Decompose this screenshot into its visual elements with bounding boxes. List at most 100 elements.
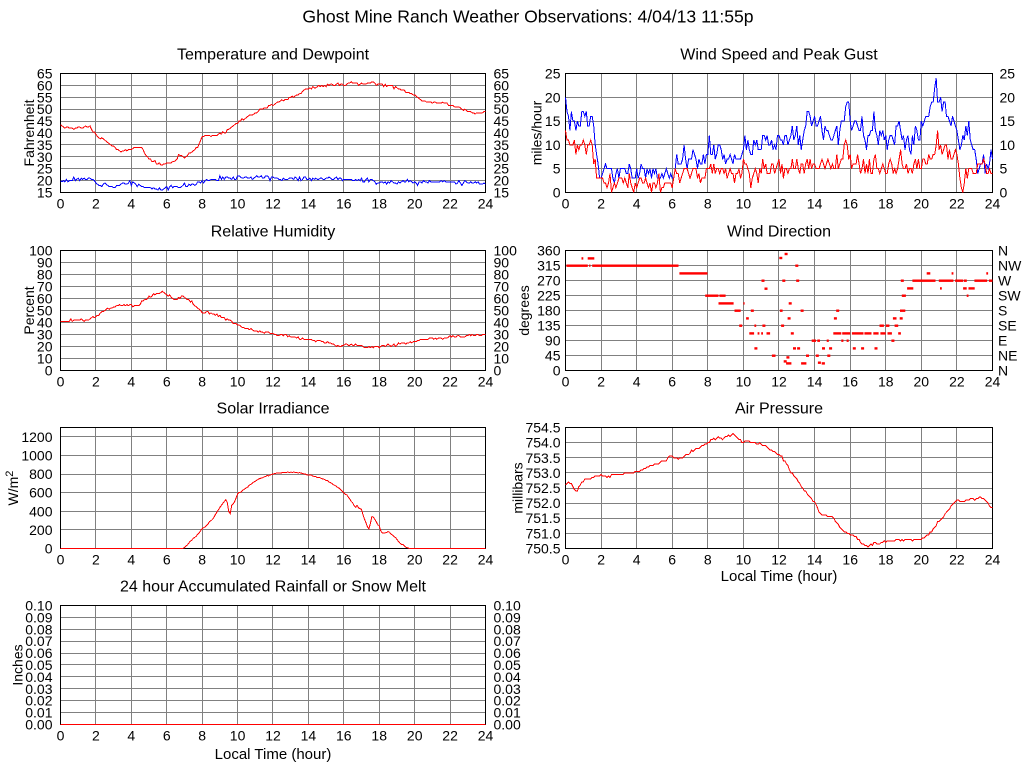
svg-text:SW: SW <box>998 288 1021 304</box>
svg-text:2: 2 <box>597 374 605 390</box>
svg-text:10: 10 <box>736 552 752 568</box>
svg-text:14: 14 <box>807 552 823 568</box>
svg-text:12: 12 <box>771 196 787 212</box>
svg-text:N: N <box>998 363 1008 379</box>
svg-text:24: 24 <box>985 196 1001 212</box>
svg-text:W/m2: W/m2 <box>4 471 21 506</box>
svg-text:135: 135 <box>537 318 561 334</box>
svg-text:0: 0 <box>562 374 570 390</box>
svg-text:W: W <box>998 273 1012 289</box>
svg-text:20: 20 <box>407 196 423 212</box>
svg-text:60: 60 <box>37 77 53 93</box>
svg-text:55: 55 <box>37 89 53 105</box>
svg-text:14: 14 <box>301 552 317 568</box>
svg-text:40: 40 <box>37 125 53 141</box>
svg-text:20: 20 <box>914 552 930 568</box>
svg-text:24: 24 <box>478 728 494 744</box>
svg-text:Solar Irradiance: Solar Irradiance <box>217 401 330 418</box>
svg-text:0: 0 <box>553 363 561 379</box>
svg-text:751.0: 751.0 <box>525 525 560 541</box>
svg-text:15: 15 <box>37 185 53 201</box>
svg-text:18: 18 <box>371 552 387 568</box>
svg-text:16: 16 <box>336 374 352 390</box>
svg-text:0: 0 <box>45 541 53 557</box>
svg-text:E: E <box>998 333 1007 349</box>
svg-text:Ghost Mine Ranch Weather Obser: Ghost Mine Ranch Weather Observations: 4… <box>302 7 753 27</box>
svg-text:6: 6 <box>668 374 676 390</box>
svg-text:2: 2 <box>92 374 100 390</box>
svg-text:22: 22 <box>949 552 965 568</box>
svg-text:10: 10 <box>545 137 561 153</box>
svg-text:0: 0 <box>553 185 561 201</box>
svg-text:18: 18 <box>371 196 387 212</box>
svg-text:30: 30 <box>37 149 53 165</box>
svg-text:22: 22 <box>949 196 965 212</box>
svg-text:20: 20 <box>545 89 561 105</box>
svg-text:0: 0 <box>494 363 502 379</box>
svg-text:N: N <box>998 243 1008 259</box>
svg-text:16: 16 <box>336 552 352 568</box>
svg-text:0: 0 <box>57 728 65 744</box>
svg-text:60: 60 <box>494 291 510 307</box>
svg-text:752.0: 752.0 <box>525 495 560 511</box>
svg-text:0.01: 0.01 <box>494 705 521 721</box>
svg-text:35: 35 <box>37 137 53 153</box>
svg-text:8: 8 <box>704 552 712 568</box>
svg-text:0.05: 0.05 <box>25 657 52 673</box>
svg-text:0.08: 0.08 <box>25 621 52 637</box>
svg-text:800: 800 <box>29 466 53 482</box>
svg-text:15: 15 <box>1000 113 1016 129</box>
svg-text:10: 10 <box>230 374 246 390</box>
svg-text:18: 18 <box>371 728 387 744</box>
svg-text:4: 4 <box>633 552 641 568</box>
svg-text:8: 8 <box>704 374 712 390</box>
svg-text:6: 6 <box>163 374 171 390</box>
svg-text:80: 80 <box>37 267 53 283</box>
svg-text:100: 100 <box>494 243 518 259</box>
svg-text:315: 315 <box>537 258 561 274</box>
svg-text:65: 65 <box>494 66 510 82</box>
svg-text:0.00: 0.00 <box>25 717 52 733</box>
svg-text:8: 8 <box>704 196 712 212</box>
svg-text:15: 15 <box>494 185 510 201</box>
svg-text:4: 4 <box>127 196 135 212</box>
svg-text:4: 4 <box>633 374 641 390</box>
svg-text:14: 14 <box>807 374 823 390</box>
svg-text:0.00: 0.00 <box>494 717 521 733</box>
svg-text:20: 20 <box>37 173 53 189</box>
svg-text:0.01: 0.01 <box>25 705 52 721</box>
svg-text:45: 45 <box>494 113 510 129</box>
svg-text:180: 180 <box>537 303 561 319</box>
svg-text:25: 25 <box>1000 66 1016 82</box>
svg-text:14: 14 <box>807 196 823 212</box>
svg-text:45: 45 <box>37 113 53 129</box>
svg-text:1200: 1200 <box>21 429 52 445</box>
svg-text:0.03: 0.03 <box>494 681 521 697</box>
svg-text:6: 6 <box>163 552 171 568</box>
svg-text:0.06: 0.06 <box>25 645 52 661</box>
svg-text:12: 12 <box>265 196 281 212</box>
svg-text:16: 16 <box>842 196 858 212</box>
svg-text:751.5: 751.5 <box>525 510 560 526</box>
svg-text:Percent: Percent <box>21 286 37 334</box>
svg-text:50: 50 <box>494 101 510 117</box>
svg-text:20: 20 <box>494 173 510 189</box>
svg-text:25: 25 <box>37 161 53 177</box>
svg-text:25: 25 <box>494 161 510 177</box>
svg-text:Wind Direction: Wind Direction <box>727 224 831 241</box>
svg-text:6: 6 <box>163 196 171 212</box>
svg-text:2: 2 <box>92 196 100 212</box>
svg-text:20: 20 <box>407 728 423 744</box>
svg-text:5: 5 <box>1000 161 1008 177</box>
svg-text:0: 0 <box>57 196 65 212</box>
svg-text:70: 70 <box>494 279 510 295</box>
svg-text:0.07: 0.07 <box>25 633 52 649</box>
svg-text:18: 18 <box>371 374 387 390</box>
svg-text:24: 24 <box>985 552 1001 568</box>
svg-text:0.10: 0.10 <box>494 598 521 614</box>
svg-text:0.02: 0.02 <box>25 693 52 709</box>
svg-text:Local Time (hour): Local Time (hour) <box>215 746 332 763</box>
svg-text:20: 20 <box>37 339 53 355</box>
svg-text:12: 12 <box>771 374 787 390</box>
svg-text:0.03: 0.03 <box>25 681 52 697</box>
